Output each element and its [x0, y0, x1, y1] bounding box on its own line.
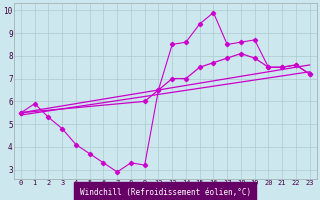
X-axis label: Windchill (Refroidissement éolien,°C): Windchill (Refroidissement éolien,°C)	[80, 188, 251, 197]
